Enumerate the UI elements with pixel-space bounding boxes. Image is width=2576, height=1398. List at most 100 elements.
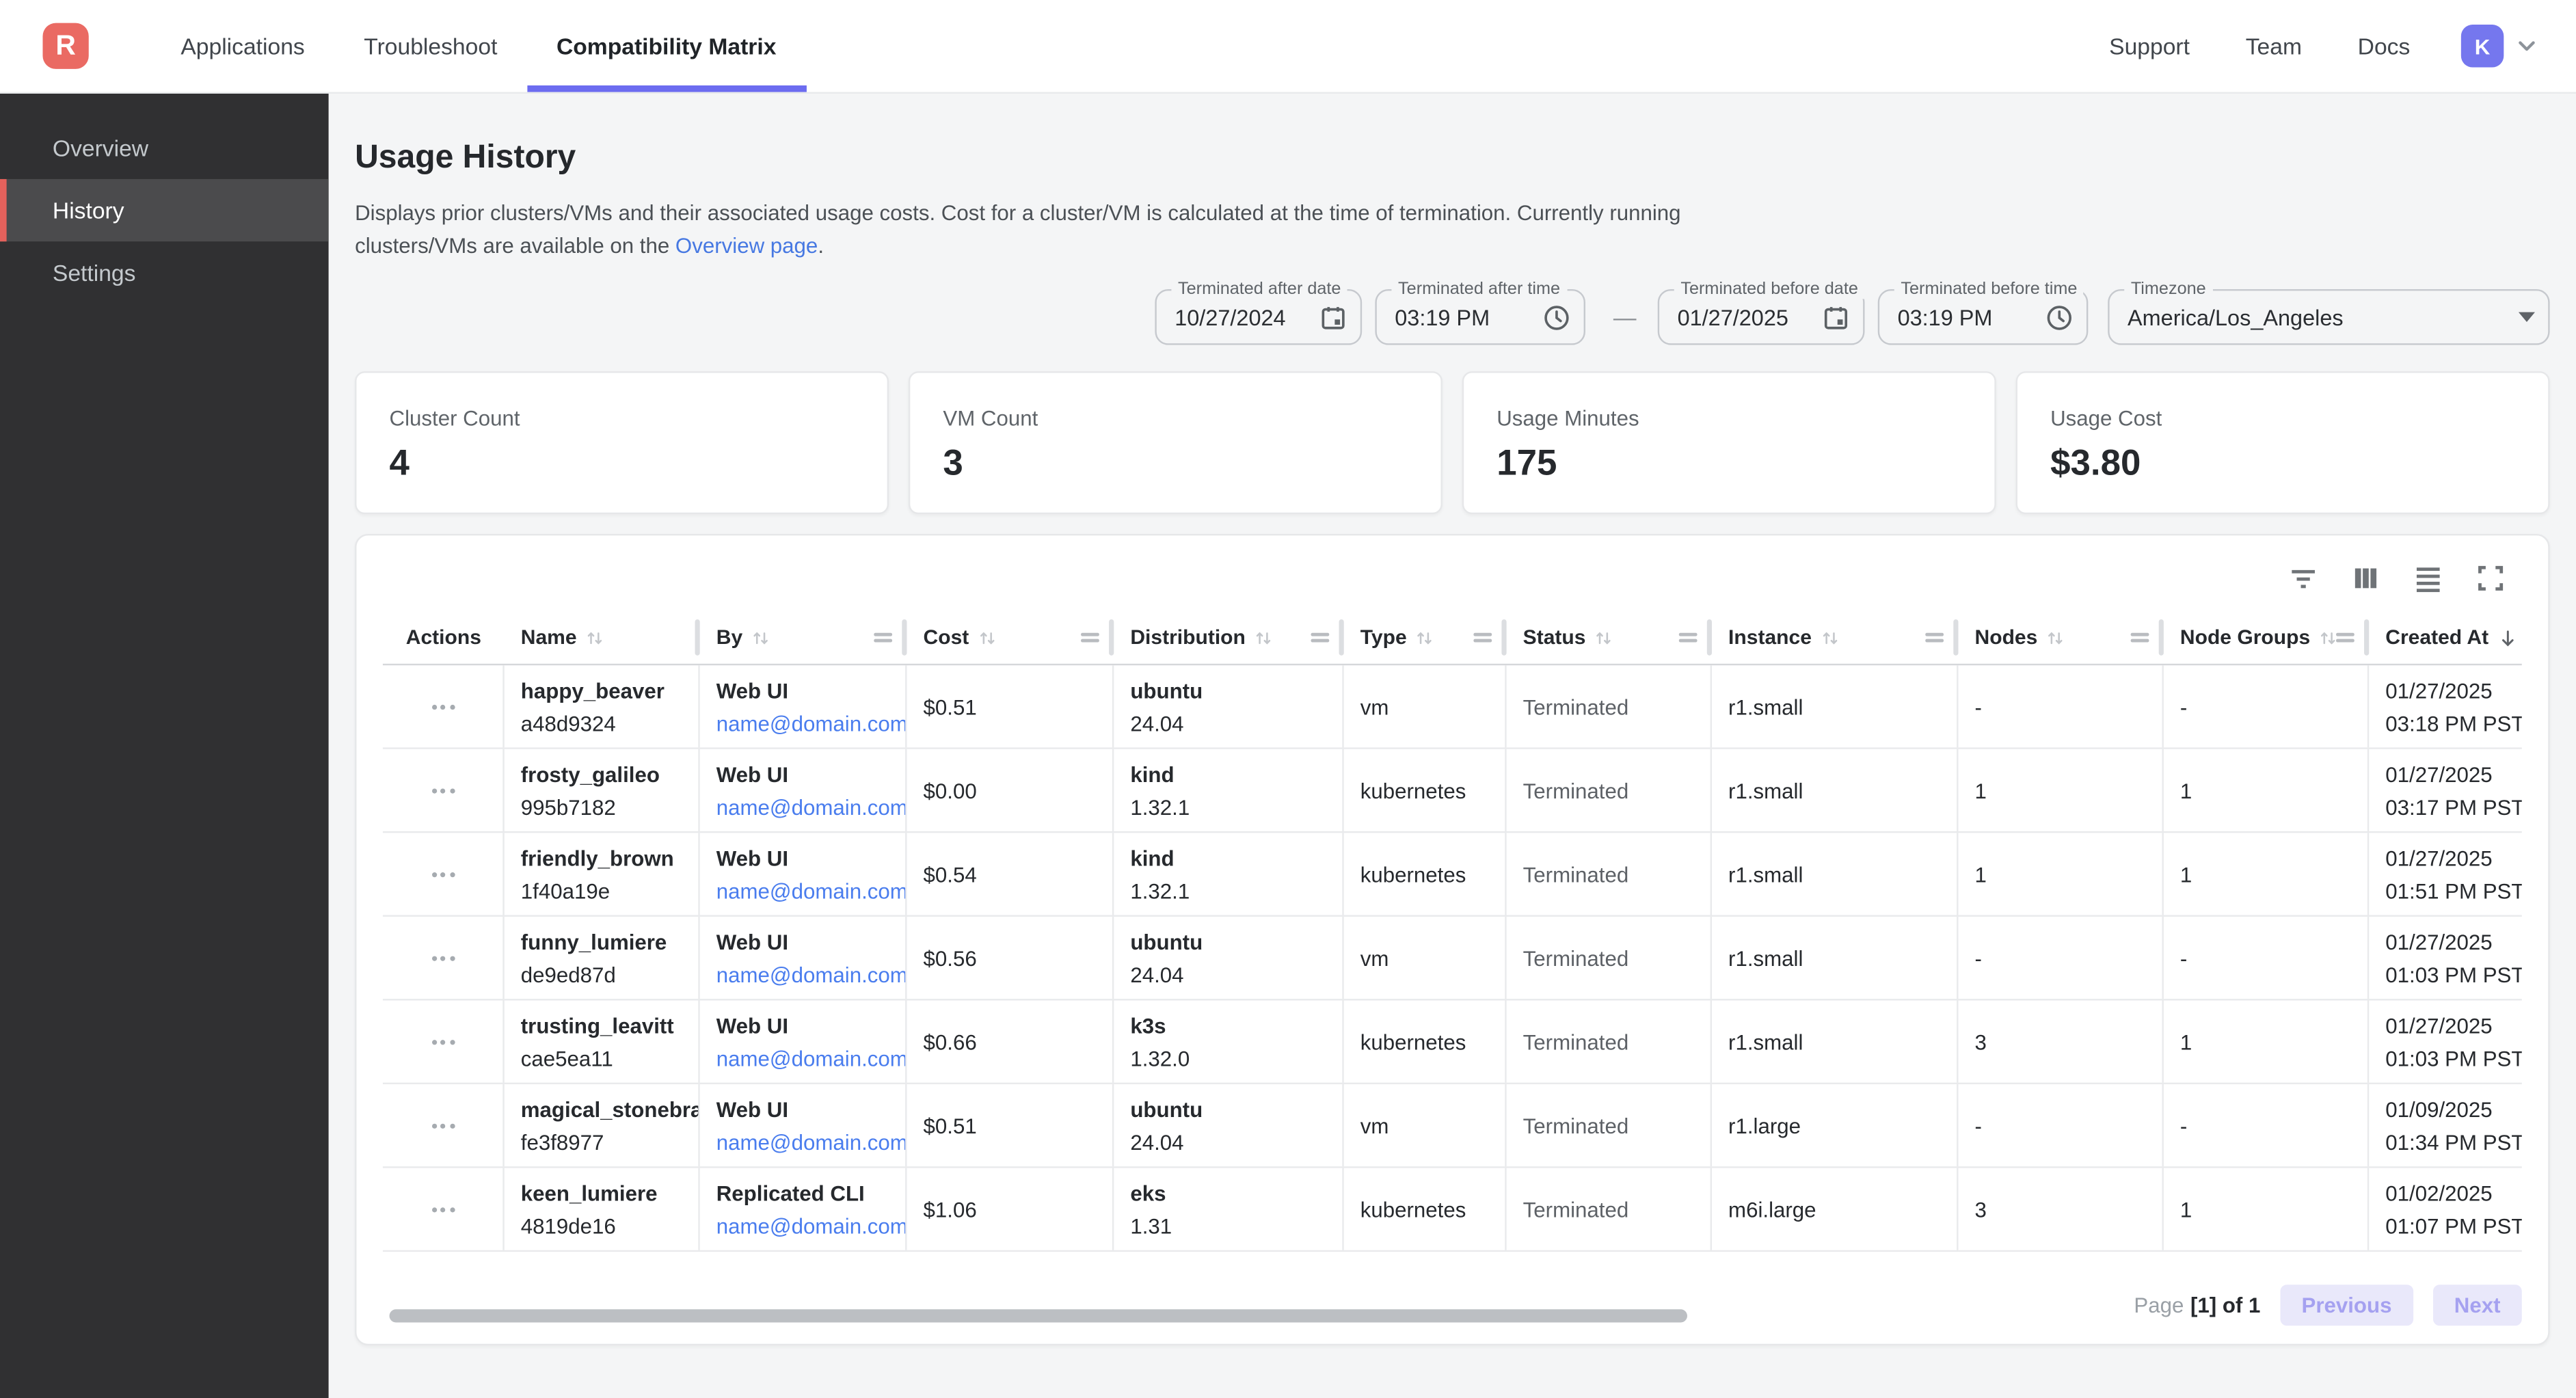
nodes-cell: 3 xyxy=(1958,1000,2164,1083)
column-header-node-groups[interactable]: Node Groups xyxy=(2164,611,2370,664)
clock-icon[interactable] xyxy=(2045,303,2074,331)
column-separator xyxy=(2158,619,2164,656)
created-by-email-link[interactable]: name@domain.com xyxy=(716,878,907,903)
overview-page-link[interactable]: Overview page xyxy=(675,233,818,258)
created-by-email-link[interactable]: name@domain.com xyxy=(716,1129,907,1155)
row-actions-button[interactable] xyxy=(425,697,461,715)
column-header-created-at[interactable]: Created At xyxy=(2369,611,2521,664)
horizontal-scrollbar[interactable] xyxy=(389,1309,1687,1323)
sort-icon xyxy=(1820,627,1840,648)
column-separator xyxy=(1953,619,1959,656)
name-cell: magical_stonebraker fe3f8977 xyxy=(505,1084,700,1167)
column-header-status[interactable]: Status xyxy=(1507,611,1713,664)
node-groups-cell: - xyxy=(2164,665,2370,748)
nav-item-compatibility-matrix[interactable]: Compatibility Matrix xyxy=(526,0,806,92)
cost-cell: $1.06 xyxy=(907,1168,1114,1250)
next-button[interactable]: Next xyxy=(2432,1285,2522,1326)
row-actions-button[interactable] xyxy=(425,781,461,799)
chevron-down-icon[interactable] xyxy=(2514,33,2540,59)
timezone-select[interactable]: Timezone America/Los_Angeles xyxy=(2108,279,2550,345)
sidebar-item-history[interactable]: History xyxy=(0,178,329,242)
distribution-cell: ubuntu 24.04 xyxy=(1114,916,1344,999)
column-menu-icon[interactable] xyxy=(1309,629,1330,645)
column-menu-icon[interactable] xyxy=(872,629,894,645)
row-actions-button[interactable] xyxy=(425,949,461,967)
distribution-cell: kind 1.32.1 xyxy=(1114,749,1344,831)
table-row: keen_lumiere 4819de16 Replicated CLI nam… xyxy=(382,1168,2522,1252)
column-separator xyxy=(1706,619,1713,656)
terminated-after-date-field[interactable]: Terminated after date 10/27/2024 xyxy=(1155,279,1363,345)
sort-icon xyxy=(2045,627,2065,648)
filter-icon[interactable] xyxy=(2289,563,2318,593)
terminated-before-date-field[interactable]: Terminated before date 01/27/2025 xyxy=(1657,279,1865,345)
type-cell: kubernetes xyxy=(1344,833,1507,915)
column-separator xyxy=(1501,619,1507,656)
column-header-type[interactable]: Type xyxy=(1344,611,1507,664)
terminated-before-time-field[interactable]: Terminated before time 03:19 PM xyxy=(1877,279,2089,345)
column-menu-icon[interactable] xyxy=(1079,629,1101,645)
nav-item-troubleshoot[interactable]: Troubleshoot xyxy=(364,33,498,59)
nav-item-docs[interactable]: Docs xyxy=(2357,33,2411,59)
column-header-cost[interactable]: Cost xyxy=(907,611,1114,664)
created-date: 01/09/2025 xyxy=(2385,1097,2493,1122)
description-line2: clusters/VMs are available on the xyxy=(355,233,675,258)
previous-button[interactable]: Previous xyxy=(2280,1285,2413,1326)
stat-label: Cluster Count xyxy=(389,405,520,431)
created-by-email-link[interactable]: name@domain.com xyxy=(716,1213,907,1238)
terminated-after-time-field[interactable]: Terminated after time 03:19 PM xyxy=(1375,279,1585,345)
sort-icon xyxy=(585,627,605,648)
avatar[interactable]: K xyxy=(2460,25,2504,68)
name-cell: trusting_leavitt cae5ea11 xyxy=(505,1000,700,1083)
dropdown-arrow-icon[interactable] xyxy=(2509,312,2535,323)
created-by-email-link[interactable]: name@domain.com xyxy=(716,794,907,819)
row-actions-button[interactable] xyxy=(425,1116,461,1134)
table-toolbar xyxy=(356,535,2548,595)
clock-icon[interactable] xyxy=(1543,303,1571,331)
nav-item-support[interactable]: Support xyxy=(2109,33,2190,59)
sort-icon xyxy=(977,627,997,648)
actions-cell xyxy=(383,665,505,748)
node-groups-cell: - xyxy=(2164,1084,2370,1167)
cluster-id: cae5ea11 xyxy=(520,1045,613,1071)
cluster-name: friendly_brown xyxy=(520,845,674,870)
cluster-id: de9ed87d xyxy=(520,962,616,987)
distribution-name: kind xyxy=(1130,761,1175,786)
column-menu-icon[interactable] xyxy=(2129,629,2150,645)
column-header-name[interactable]: Name xyxy=(505,611,700,664)
timezone-value: America/Los_Angeles xyxy=(2128,304,2344,330)
nav-item-applications[interactable]: Applications xyxy=(180,33,305,59)
column-menu-icon[interactable] xyxy=(2335,629,2356,645)
terminated-before-date-label: Terminated before date xyxy=(1674,279,1865,299)
column-menu-icon[interactable] xyxy=(1924,629,1945,645)
column-header-instance[interactable]: Instance xyxy=(1712,611,1959,664)
created-time: 01:51 PM PST xyxy=(2385,878,2522,903)
instance-cell: r1.small xyxy=(1712,916,1959,999)
created-by-source: Web UI xyxy=(716,845,789,870)
created-by-email-link[interactable]: name@domain.com xyxy=(716,962,907,987)
column-menu-icon[interactable] xyxy=(1472,629,1493,645)
pagination: Page [1] of 1 Previous Next xyxy=(2134,1285,2522,1326)
row-actions-button[interactable] xyxy=(425,1200,461,1218)
density-icon[interactable] xyxy=(2413,563,2443,593)
by-cell: Replicated CLI name@domain.com xyxy=(700,1168,907,1250)
column-menu-icon[interactable] xyxy=(1678,629,1699,645)
nav-item-team[interactable]: Team xyxy=(2245,33,2302,59)
filter-range-dash: — xyxy=(1613,304,1637,331)
fullscreen-icon[interactable] xyxy=(2476,563,2505,593)
row-actions-button[interactable] xyxy=(425,865,461,883)
column-header-distribution[interactable]: Distribution xyxy=(1114,611,1344,664)
column-header-by[interactable]: By xyxy=(700,611,907,664)
created-date: 01/27/2025 xyxy=(2385,761,2493,786)
created-by-email-link[interactable]: name@domain.com xyxy=(716,1045,907,1071)
page-title: Usage History xyxy=(355,139,576,176)
row-actions-button[interactable] xyxy=(425,1032,461,1050)
column-header-nodes[interactable]: Nodes xyxy=(1958,611,2164,664)
columns-icon[interactable] xyxy=(2351,563,2380,593)
brand-logo[interactable]: R xyxy=(42,23,89,69)
sidebar-item-overview[interactable]: Overview xyxy=(52,135,149,161)
created-by-email-link[interactable]: name@domain.com xyxy=(716,710,907,736)
calendar-icon[interactable] xyxy=(1319,303,1347,331)
sidebar-item-settings[interactable]: Settings xyxy=(52,259,136,286)
calendar-icon[interactable] xyxy=(1822,303,1850,331)
